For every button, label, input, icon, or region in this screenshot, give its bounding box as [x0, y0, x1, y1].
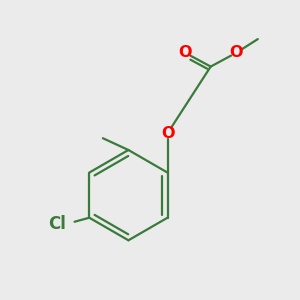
- Text: O: O: [230, 45, 243, 60]
- Text: O: O: [178, 45, 192, 60]
- Text: Cl: Cl: [48, 214, 66, 232]
- Text: O: O: [161, 126, 174, 141]
